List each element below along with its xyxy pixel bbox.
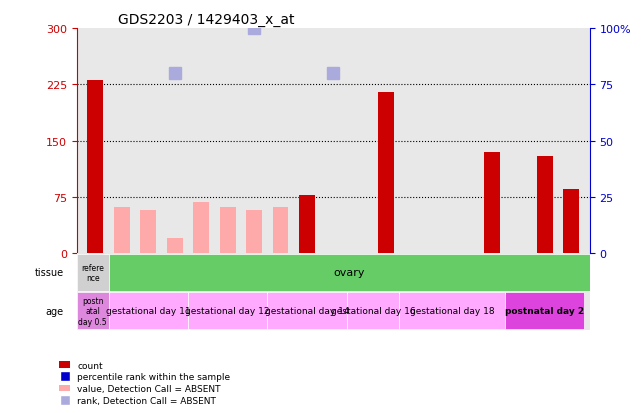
FancyBboxPatch shape [108,254,590,291]
FancyBboxPatch shape [267,293,347,330]
FancyBboxPatch shape [347,293,399,330]
FancyBboxPatch shape [399,293,505,330]
FancyBboxPatch shape [505,293,585,330]
Text: gestational day 12: gestational day 12 [185,307,270,316]
Text: gestational day 18: gestational day 18 [410,307,495,316]
Bar [140,210,156,254]
FancyBboxPatch shape [77,254,108,291]
Text: gestational day 11: gestational day 11 [106,307,190,316]
Text: gestational day 14: gestational day 14 [265,307,349,316]
Text: postn
atal
day 0.5: postn atal day 0.5 [78,296,107,326]
Bar [87,81,103,254]
Text: age: age [46,306,63,316]
Text: gestational day 16: gestational day 16 [331,307,415,316]
Bar [537,156,553,254]
FancyBboxPatch shape [77,293,108,330]
Bar [563,190,579,254]
FancyBboxPatch shape [188,293,267,330]
Bar [220,207,235,254]
Bar [299,196,315,254]
Text: postnatal day 2: postnatal day 2 [505,307,585,316]
Bar [484,152,500,254]
Legend: count, percentile rank within the sample, value, Detection Call = ABSENT, rank, : count, percentile rank within the sample… [56,357,234,408]
Bar [246,210,262,254]
Text: GDS2203 / 1429403_x_at: GDS2203 / 1429403_x_at [118,12,294,26]
Bar [193,202,209,254]
Bar [378,93,394,254]
Text: refere
nce: refere nce [81,263,104,282]
Bar [114,207,129,254]
Bar [167,238,183,254]
Text: tissue: tissue [35,268,63,278]
FancyBboxPatch shape [108,293,188,330]
Bar [272,207,288,254]
Text: ovary: ovary [333,268,365,278]
